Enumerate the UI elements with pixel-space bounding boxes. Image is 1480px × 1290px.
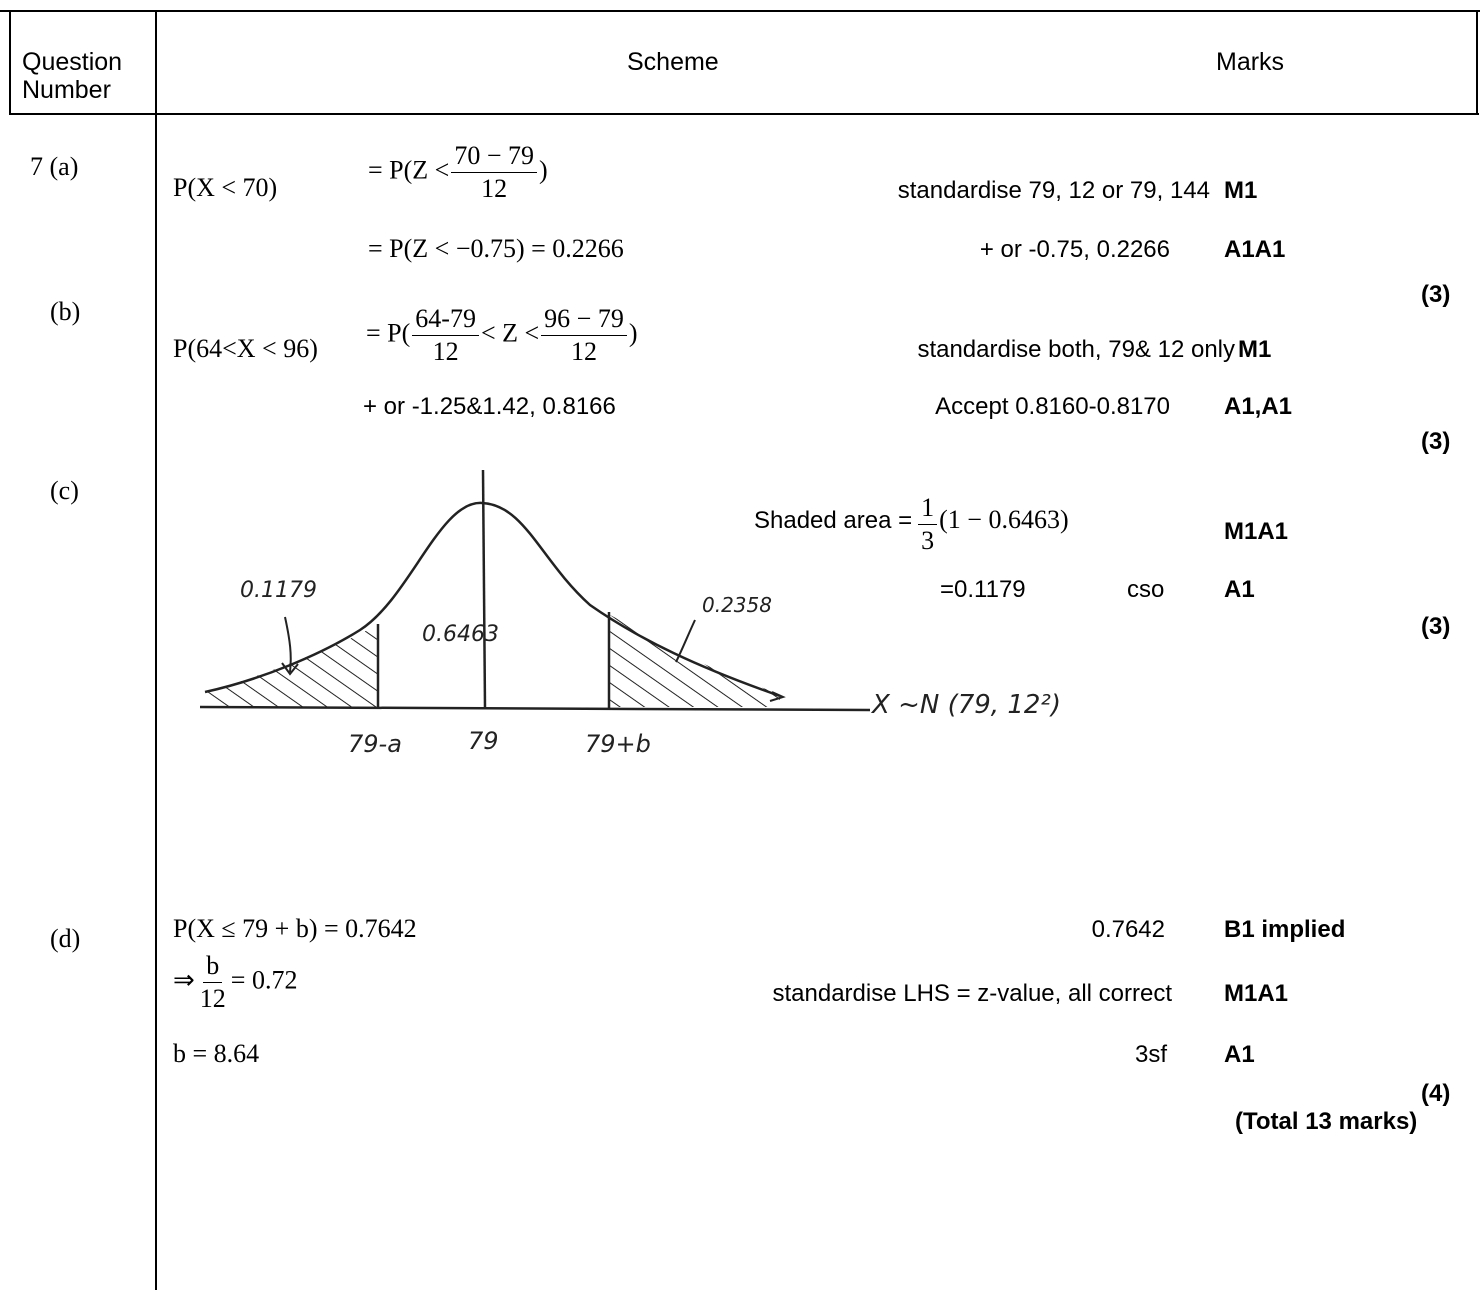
header-bottom-border xyxy=(9,113,1479,115)
part-c-result-note: cso xyxy=(1127,576,1165,603)
part-a-denominator: 12 xyxy=(481,174,508,203)
sketch-tick-label-mid: 79 xyxy=(468,727,499,755)
part-b-mark-2: A1,A1 xyxy=(1224,393,1293,420)
part-c-mark-1: M1A1 xyxy=(1224,518,1289,545)
sketch-tick-label-left: 79-a xyxy=(348,730,402,758)
part-b-comment-1: standardise both, 79& 12 only xyxy=(917,336,1235,363)
part-b-rhs: = P(64-79 12 < Z <96 − 79 12) xyxy=(366,304,638,366)
part-a-lhs: P(X < 70) xyxy=(173,173,278,202)
part-d-mark-3: A1 xyxy=(1224,1041,1255,1068)
total-marks: (Total 13 marks) xyxy=(1235,1108,1418,1135)
sketch-tick-label-right: 79+b xyxy=(585,730,651,758)
sketch-right-area-label: 0.2358 xyxy=(702,593,772,617)
part-d-line-2: ⇒ b 12 = 0.72 xyxy=(173,951,298,1013)
part-c-mark-2: A1 xyxy=(1224,576,1255,603)
part-d-comment-1: 0.7642 xyxy=(1091,916,1165,943)
sketch-x-axis xyxy=(199,705,871,712)
table-left-border xyxy=(9,10,11,114)
column-divider xyxy=(155,10,157,1290)
part-b-lhs: P(64<X < 96) xyxy=(173,334,318,363)
part-c-result: =0.1179 xyxy=(940,576,1026,603)
part-a-line-2: = P(Z < −0.75) = 0.2266 xyxy=(368,234,624,263)
sketch-left-pointer xyxy=(284,616,292,673)
sketch-arrow-right xyxy=(769,691,786,702)
part-d-comment-3: 3sf xyxy=(1134,1041,1167,1068)
part-b-subtotal: (3) xyxy=(1421,428,1451,455)
part-d-line-3: b = 8.64 xyxy=(173,1039,260,1068)
part-d-line-1: P(X ≤ 79 + b) = 0.7642 xyxy=(173,914,417,943)
header-scheme: Scheme xyxy=(627,48,719,76)
header-question-number: Question Number xyxy=(22,48,123,104)
sketch-left-area-label: 0.1179 xyxy=(240,578,317,603)
part-b-mark-1: M1 xyxy=(1238,336,1272,363)
part-d-mark-2: M1A1 xyxy=(1224,980,1289,1007)
part-a-comment-1: standardise 79, 12 or 79, 144 xyxy=(897,177,1210,204)
part-b-comment-2: Accept 0.8160-0.8170 xyxy=(935,393,1170,420)
sketch-line-79 xyxy=(481,469,487,709)
part-a-mark-2: A1A1 xyxy=(1224,236,1286,263)
part-a-rhs: = P(Z <70 − 79 12) xyxy=(368,140,548,203)
part-c-subtotal: (3) xyxy=(1421,613,1451,640)
part-a-numerator: 70 − 79 xyxy=(451,140,537,173)
sketch-middle-area-label: 0.6463 xyxy=(422,622,499,647)
part-a-subtotal: (3) xyxy=(1421,281,1451,308)
part-d-subtotal: (4) xyxy=(1421,1080,1451,1107)
part-c-label: (c) xyxy=(50,476,79,505)
part-c-shaded-area: Shaded area = 1 3 (1 − 0.6463) xyxy=(754,493,1069,555)
part-d-mark-1: B1 implied xyxy=(1224,916,1346,943)
table-top-border xyxy=(0,10,1480,12)
part-a-label: 7 (a) xyxy=(30,152,79,181)
sketch-left-pointer-head xyxy=(281,662,299,676)
header-marks: Marks xyxy=(1216,48,1285,76)
part-b-line-2: + or -1.25&1.42, 0.8166 xyxy=(363,393,616,420)
sketch-right-pointer xyxy=(675,619,696,663)
part-b-label: (b) xyxy=(50,297,81,326)
sketch-distribution-label: X ~N (79, 12²) xyxy=(872,690,1061,720)
part-a-comment-2: + or -0.75, 0.2266 xyxy=(979,236,1170,263)
part-d-label: (d) xyxy=(50,924,81,953)
part-a-mark-1: M1 xyxy=(1224,177,1258,204)
table-right-border xyxy=(1476,10,1478,114)
part-d-comment-2: standardise LHS = z-value, all correct xyxy=(772,980,1172,1007)
